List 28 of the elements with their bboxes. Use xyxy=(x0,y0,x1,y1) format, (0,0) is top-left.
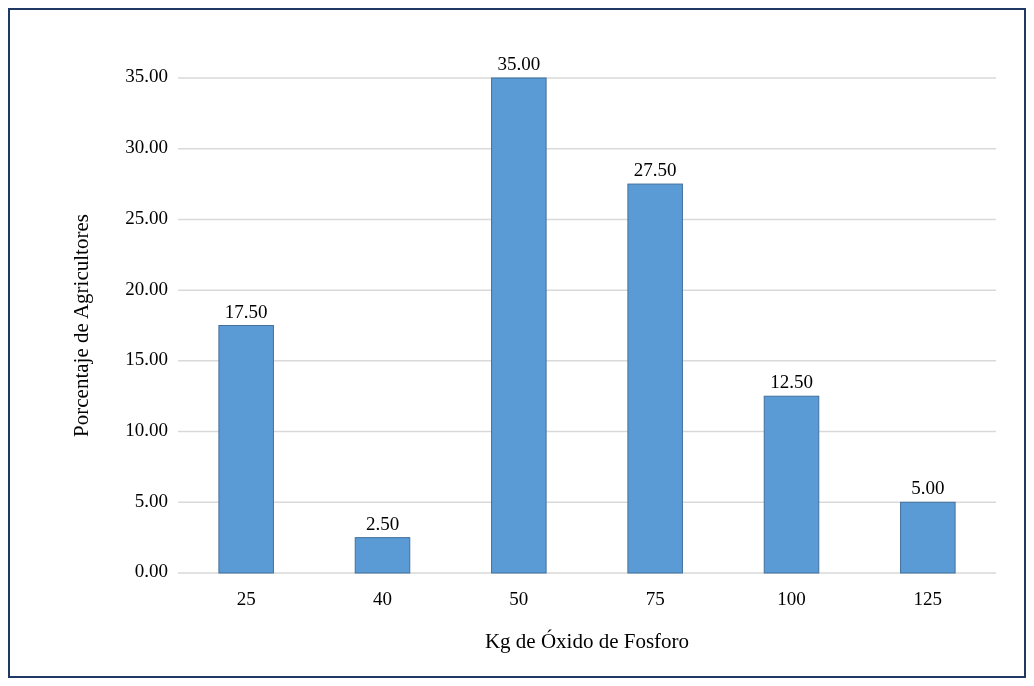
y-tick-label: 35.00 xyxy=(125,65,168,87)
y-tick-label: 30.00 xyxy=(125,136,168,158)
y-tick-label: 5.00 xyxy=(134,489,168,511)
y-tick-label: 15.00 xyxy=(125,348,168,370)
x-tick-label: 50 xyxy=(509,588,529,609)
data-label: 17.50 xyxy=(224,300,268,322)
y-axis-title: Porcentaje de Agricultores xyxy=(69,214,93,437)
data-label: 12.50 xyxy=(770,371,813,393)
y-tick-label: 20.00 xyxy=(125,277,168,299)
x-tick-label: 125 xyxy=(913,588,943,609)
data-label: 27.50 xyxy=(633,159,677,181)
y-tick-label: 25.00 xyxy=(125,206,168,228)
x-tick-label: 40 xyxy=(373,588,392,609)
y-tick-label: 0.00 xyxy=(134,560,168,582)
data-label: 35.00 xyxy=(497,53,541,74)
bar xyxy=(354,537,411,574)
x-axis-title: Kg de Óxido de Fosforo xyxy=(484,629,690,653)
x-tick-label: 75 xyxy=(645,588,665,609)
data-label: 5.00 xyxy=(911,477,945,499)
bar xyxy=(627,183,683,574)
bar xyxy=(900,501,956,574)
bar xyxy=(218,325,274,574)
x-tick-label: 100 xyxy=(777,588,806,609)
bar xyxy=(491,77,547,574)
x-tick-label: 25 xyxy=(236,588,256,609)
y-tick-label: 10.00 xyxy=(125,418,168,440)
data-label: 2.50 xyxy=(365,512,400,534)
bar xyxy=(763,395,820,574)
